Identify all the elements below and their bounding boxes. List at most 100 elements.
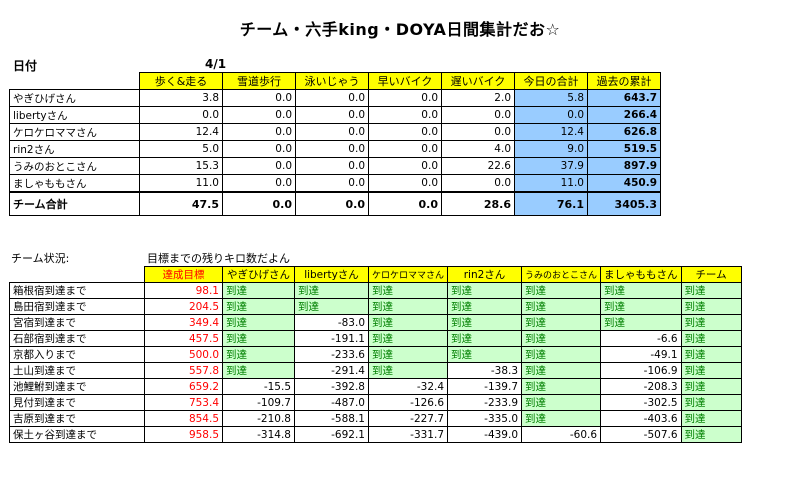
column-header: libertyさん — [294, 266, 369, 283]
remaining-distance: -49.1 — [600, 346, 682, 363]
distance-value: 22.6 — [441, 157, 515, 175]
reached-cell: 到達 — [521, 314, 602, 331]
reached-cell: 到達 — [447, 346, 523, 363]
reached-cell: 到達 — [600, 314, 682, 331]
reached-cell: 到達 — [680, 282, 742, 299]
target-distance: 958.5 — [144, 426, 223, 443]
table-header-row: 歩く&走る 雪道歩行 泳いじゃう 早いバイク 遅いバイク 今日の合計 過去の累計 — [9, 72, 661, 90]
reached-cell: 到達 — [600, 282, 682, 299]
target-distance: 659.2 — [144, 378, 223, 395]
distance-value: 266.4 — [587, 106, 661, 124]
member-name: libertyさん — [9, 106, 140, 124]
reached-cell: 到達 — [521, 298, 602, 315]
reached-cell: 到達 — [680, 410, 742, 427]
reached-cell: 到達 — [222, 282, 295, 299]
column-header: 今日の合計 — [514, 72, 588, 90]
table-row: 箱根宿到達まで 98.1 到達 到達 到達 到達 到達 到達 到達 — [9, 282, 742, 299]
column-header: ケロケロママさん — [367, 266, 449, 283]
column-header: チーム — [680, 266, 742, 283]
distance-value: 12.4 — [139, 123, 223, 141]
distance-value: 643.7 — [587, 89, 661, 107]
daily-distance-table: 歩く&走る 雪道歩行 泳いじゃう 早いバイク 遅いバイク 今日の合計 過去の累計 やぎひげさん… — [9, 72, 661, 216]
reached-cell: 到達 — [521, 330, 602, 347]
distance-value: 2.0 — [441, 89, 515, 107]
distance-value: 0.0 — [222, 157, 296, 175]
remaining-distance: -403.6 — [600, 410, 682, 427]
reached-cell: 到達 — [521, 410, 602, 427]
column-header: 早いバイク — [368, 72, 442, 90]
reached-cell: 到達 — [367, 314, 449, 331]
reached-cell: 到達 — [222, 362, 295, 379]
destination-name: 見付到達まで — [9, 394, 145, 411]
target-distance: 349.4 — [144, 314, 223, 331]
reached-cell: 到達 — [680, 314, 742, 331]
table-row: 島田宿到達まで 204.5 到達 到達 到達 到達 到達 到達 到達 — [9, 298, 742, 315]
destination-name: 京都入りまで — [9, 346, 145, 363]
reached-cell: 到達 — [680, 394, 742, 411]
remaining-distance: -302.5 — [600, 394, 682, 411]
distance-value: 0.0 — [368, 123, 442, 141]
table-row: 見付到達まで 753.4 -109.7 -487.0 -126.6 -233.9 到達 -30… — [9, 394, 742, 411]
remaining-distance: -487.0 — [294, 394, 369, 411]
total-value: 76.1 — [514, 191, 588, 216]
distance-value: 626.8 — [587, 123, 661, 141]
total-value: 3405.3 — [587, 191, 661, 216]
remaining-distance: -38.3 — [447, 362, 523, 379]
target-distance: 204.5 — [144, 298, 223, 315]
column-header: 泳いじゃう — [295, 72, 369, 90]
distance-value: 0.0 — [295, 140, 369, 158]
reached-cell: 到達 — [680, 362, 742, 379]
distance-value: 11.0 — [514, 174, 588, 193]
table-row: 吉原到達まで 854.5 -210.8 -588.1 -227.7 -335.0 到達 -40… — [9, 410, 742, 427]
reached-cell: 到達 — [521, 362, 602, 379]
distance-value: 0.0 — [441, 106, 515, 124]
reached-cell: 到達 — [222, 298, 295, 315]
remaining-distance: -331.7 — [367, 426, 449, 443]
destination-name: 島田宿到達まで — [9, 298, 145, 315]
column-header: ましゃももさん — [600, 266, 682, 283]
header-blank-cell — [9, 72, 140, 90]
column-header: 過去の累計 — [587, 72, 661, 90]
distance-value: 519.5 — [587, 140, 661, 158]
remaining-distance: -227.7 — [367, 410, 449, 427]
distance-value: 5.8 — [514, 89, 588, 107]
reached-cell: 到達 — [680, 298, 742, 315]
reached-cell: 到達 — [680, 346, 742, 363]
reached-cell: 到達 — [367, 362, 449, 379]
distance-value: 0.0 — [295, 157, 369, 175]
distance-value: 5.0 — [139, 140, 223, 158]
reached-cell: 到達 — [680, 330, 742, 347]
distance-value: 0.0 — [441, 123, 515, 141]
column-header: 達成目標 — [144, 266, 223, 283]
header-blank-cell — [9, 266, 145, 283]
column-header: 遅いバイク — [441, 72, 515, 90]
remaining-distance: -60.6 — [521, 426, 602, 443]
remaining-distance: -210.8 — [222, 410, 295, 427]
remaining-distance: -208.3 — [600, 378, 682, 395]
column-header: 雪道歩行 — [222, 72, 296, 90]
remaining-distance: -692.1 — [294, 426, 369, 443]
distance-value: 37.9 — [514, 157, 588, 175]
remaining-distance: -507.6 — [600, 426, 682, 443]
total-value: 0.0 — [295, 191, 369, 216]
date-label: 日付 — [13, 59, 38, 73]
distance-value: 0.0 — [368, 140, 442, 158]
table-row: やぎひげさん 3.8 0.0 0.0 0.0 2.0 5.8 643.7 — [9, 89, 661, 107]
date-value: 4/1 — [205, 57, 227, 71]
table-row: 宮宿到達まで 349.4 到達 -83.0 到達 到達 到達 到達 到達 — [9, 314, 742, 331]
table-row: 保土ヶ谷到達まで 958.5 -314.8 -692.1 -331.7 -439.0 -60… — [9, 426, 742, 443]
reached-cell: 到達 — [294, 282, 369, 299]
distance-value: 9.0 — [514, 140, 588, 158]
distance-value: 0.0 — [139, 106, 223, 124]
reached-cell: 到達 — [222, 314, 295, 331]
remaining-distance: -392.8 — [294, 378, 369, 395]
total-label: チーム合計 — [9, 191, 140, 216]
column-header: やぎひげさん — [222, 266, 295, 283]
target-distance: 457.5 — [144, 330, 223, 347]
distance-value: 0.0 — [222, 140, 296, 158]
reached-cell: 到達 — [447, 314, 523, 331]
distance-value: 450.9 — [587, 174, 661, 193]
target-distance: 854.5 — [144, 410, 223, 427]
reached-cell: 到達 — [367, 282, 449, 299]
remaining-distance: -291.4 — [294, 362, 369, 379]
